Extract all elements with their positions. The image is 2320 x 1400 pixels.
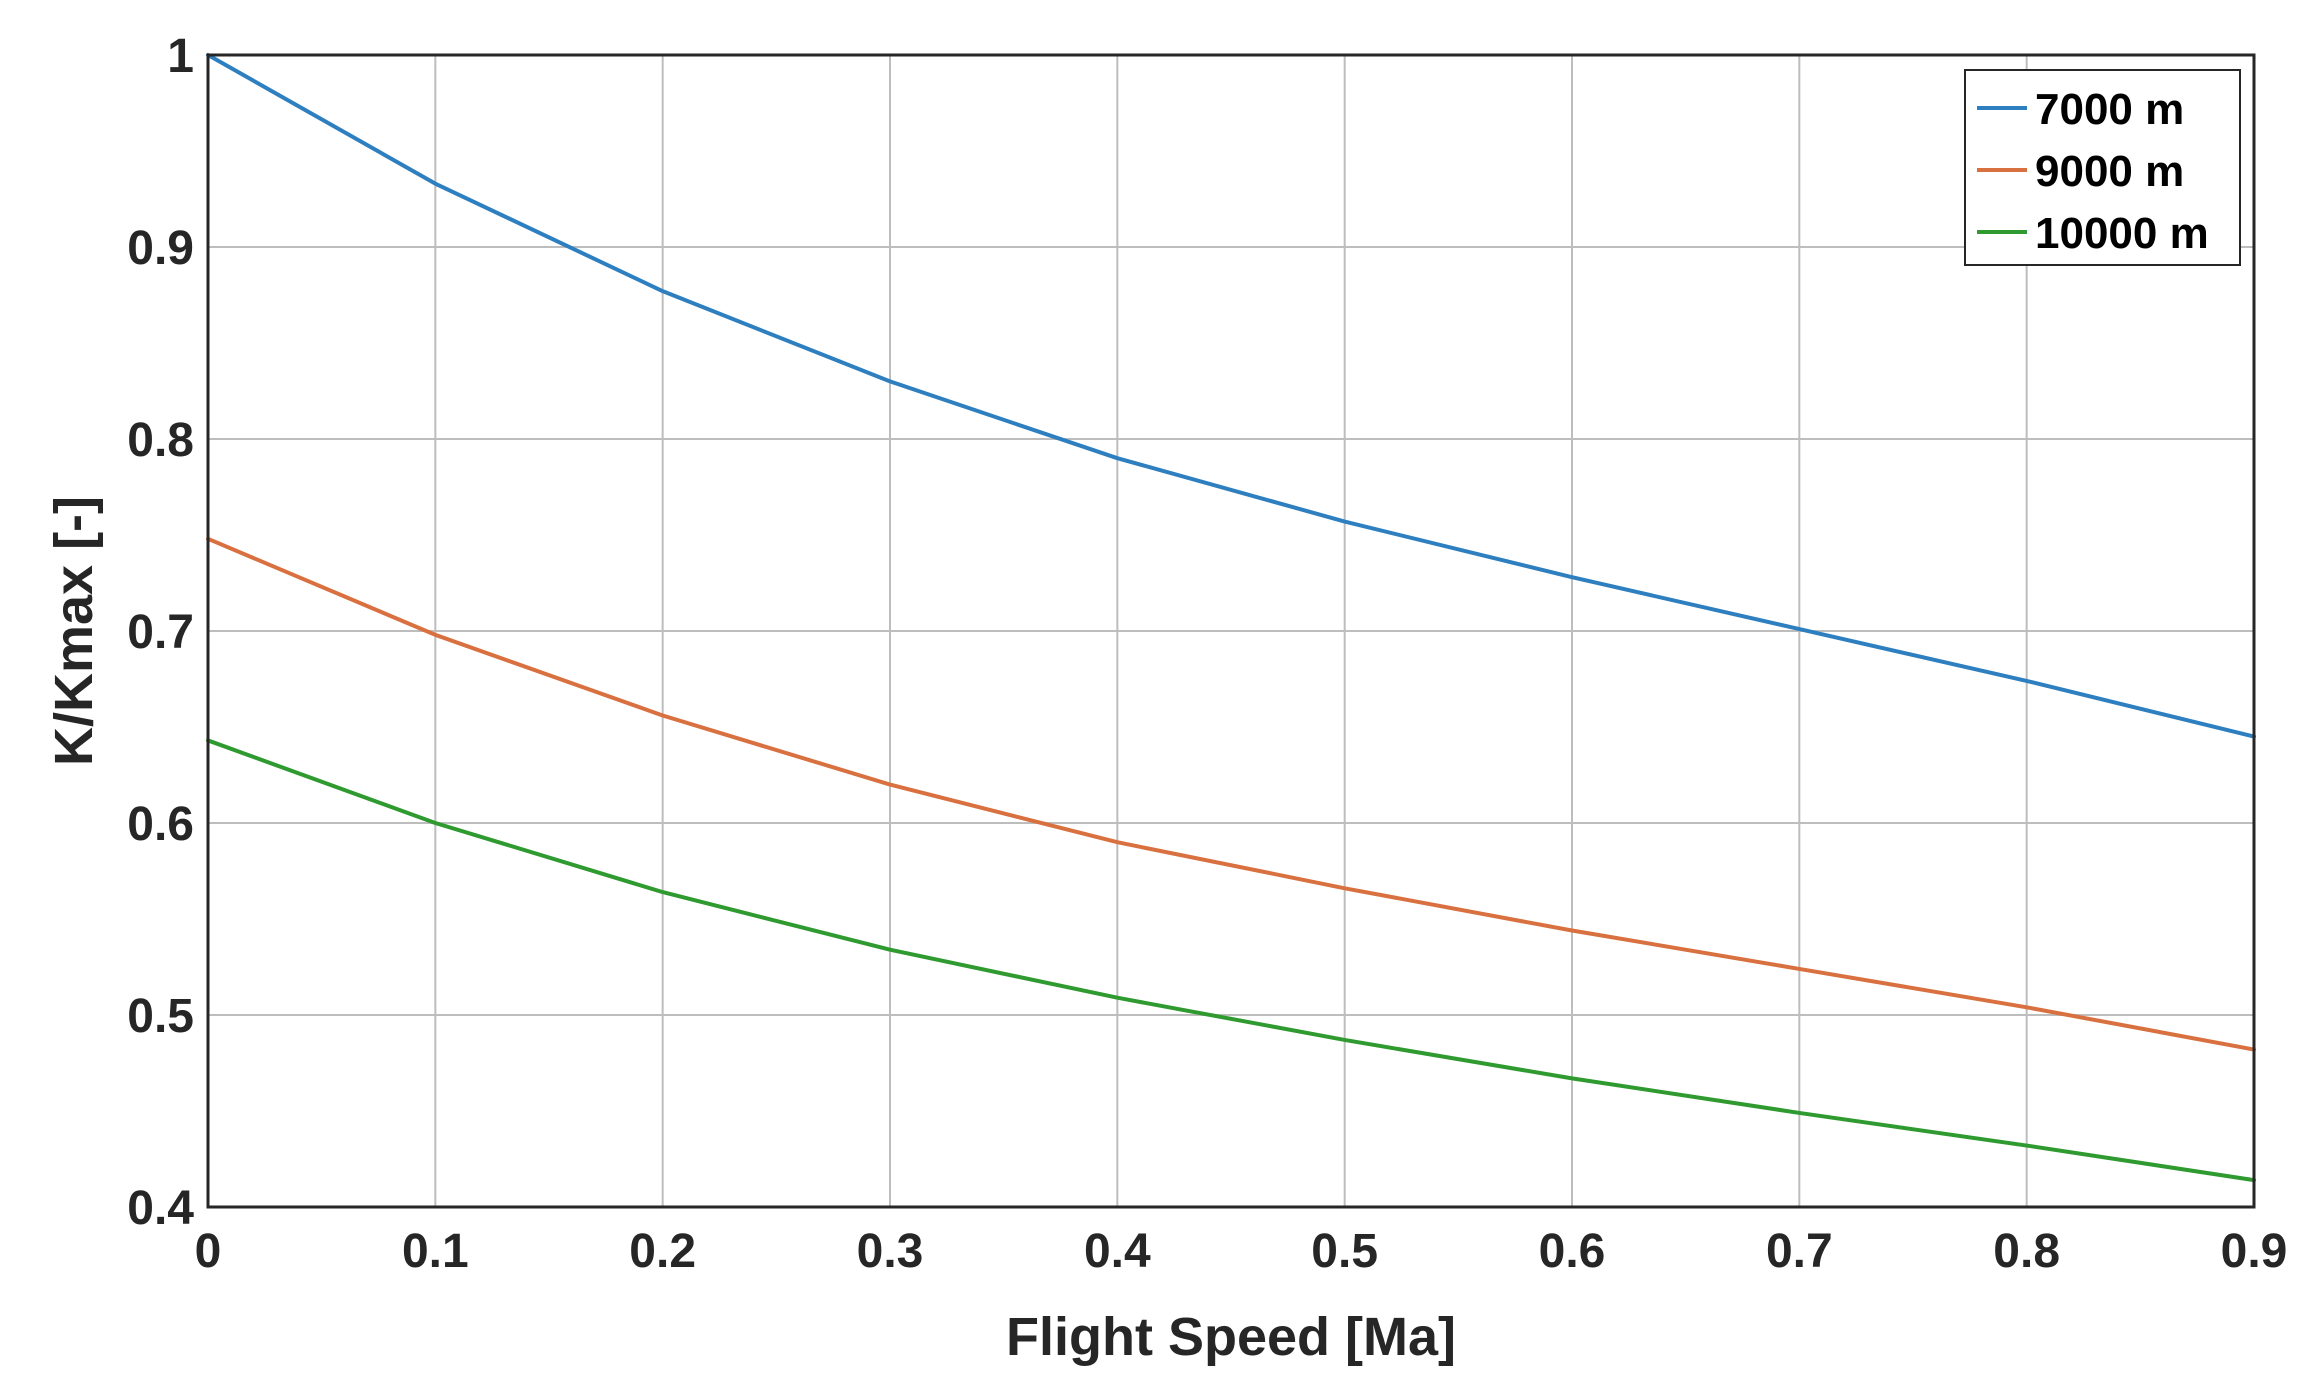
series-line-10000-m — [206, 738, 2256, 1183]
series-group — [206, 53, 2256, 1183]
x-axis-ticks: 0 0.1 0.2 0.3 0.4 0.5 0.6 0.7 0.8 0.9 — [195, 1225, 2288, 1278]
y-tick-label: 1 — [167, 30, 194, 83]
y-tick-label: 0.4 — [127, 1182, 194, 1235]
x-tick-label: 0.2 — [629, 1225, 696, 1278]
legend-label: 9000 m — [2035, 147, 2184, 196]
x-tick-label: 0.4 — [1084, 1225, 1151, 1278]
y-tick-label: 0.8 — [127, 414, 194, 467]
legend-label: 7000 m — [2035, 85, 2184, 134]
x-tick-label: 0.6 — [1539, 1225, 1606, 1278]
y-tick-label: 0.5 — [127, 990, 194, 1043]
x-tick-label: 0.5 — [1311, 1225, 1378, 1278]
legend-label: 10000 m — [2035, 209, 2209, 258]
y-axis-ticks: 0.4 0.5 0.6 0.7 0.8 0.9 1 — [127, 30, 194, 1235]
x-axis-title: Flight Speed [Ma] — [1006, 1307, 1456, 1367]
y-tick-label: 0.9 — [127, 222, 194, 275]
x-tick-label: 0.3 — [857, 1225, 924, 1278]
x-tick-label: 0.8 — [1993, 1225, 2060, 1278]
plot-frame — [206, 53, 2256, 1209]
series-line-9000-m — [206, 536, 2256, 1052]
x-tick-label: 0.7 — [1766, 1225, 1833, 1278]
series-line-7000-m — [206, 53, 2256, 739]
legend: 7000 m 9000 m 10000 m — [1964, 69, 2241, 266]
y-tick-label: 0.6 — [127, 798, 194, 851]
x-tick-label: 0.9 — [2221, 1225, 2288, 1278]
x-tick-label: 0.1 — [402, 1225, 469, 1278]
y-tick-label: 0.7 — [127, 606, 194, 659]
x-tick-label: 0 — [195, 1225, 222, 1278]
y-axis-title: K/Kmax [-] — [44, 496, 104, 766]
